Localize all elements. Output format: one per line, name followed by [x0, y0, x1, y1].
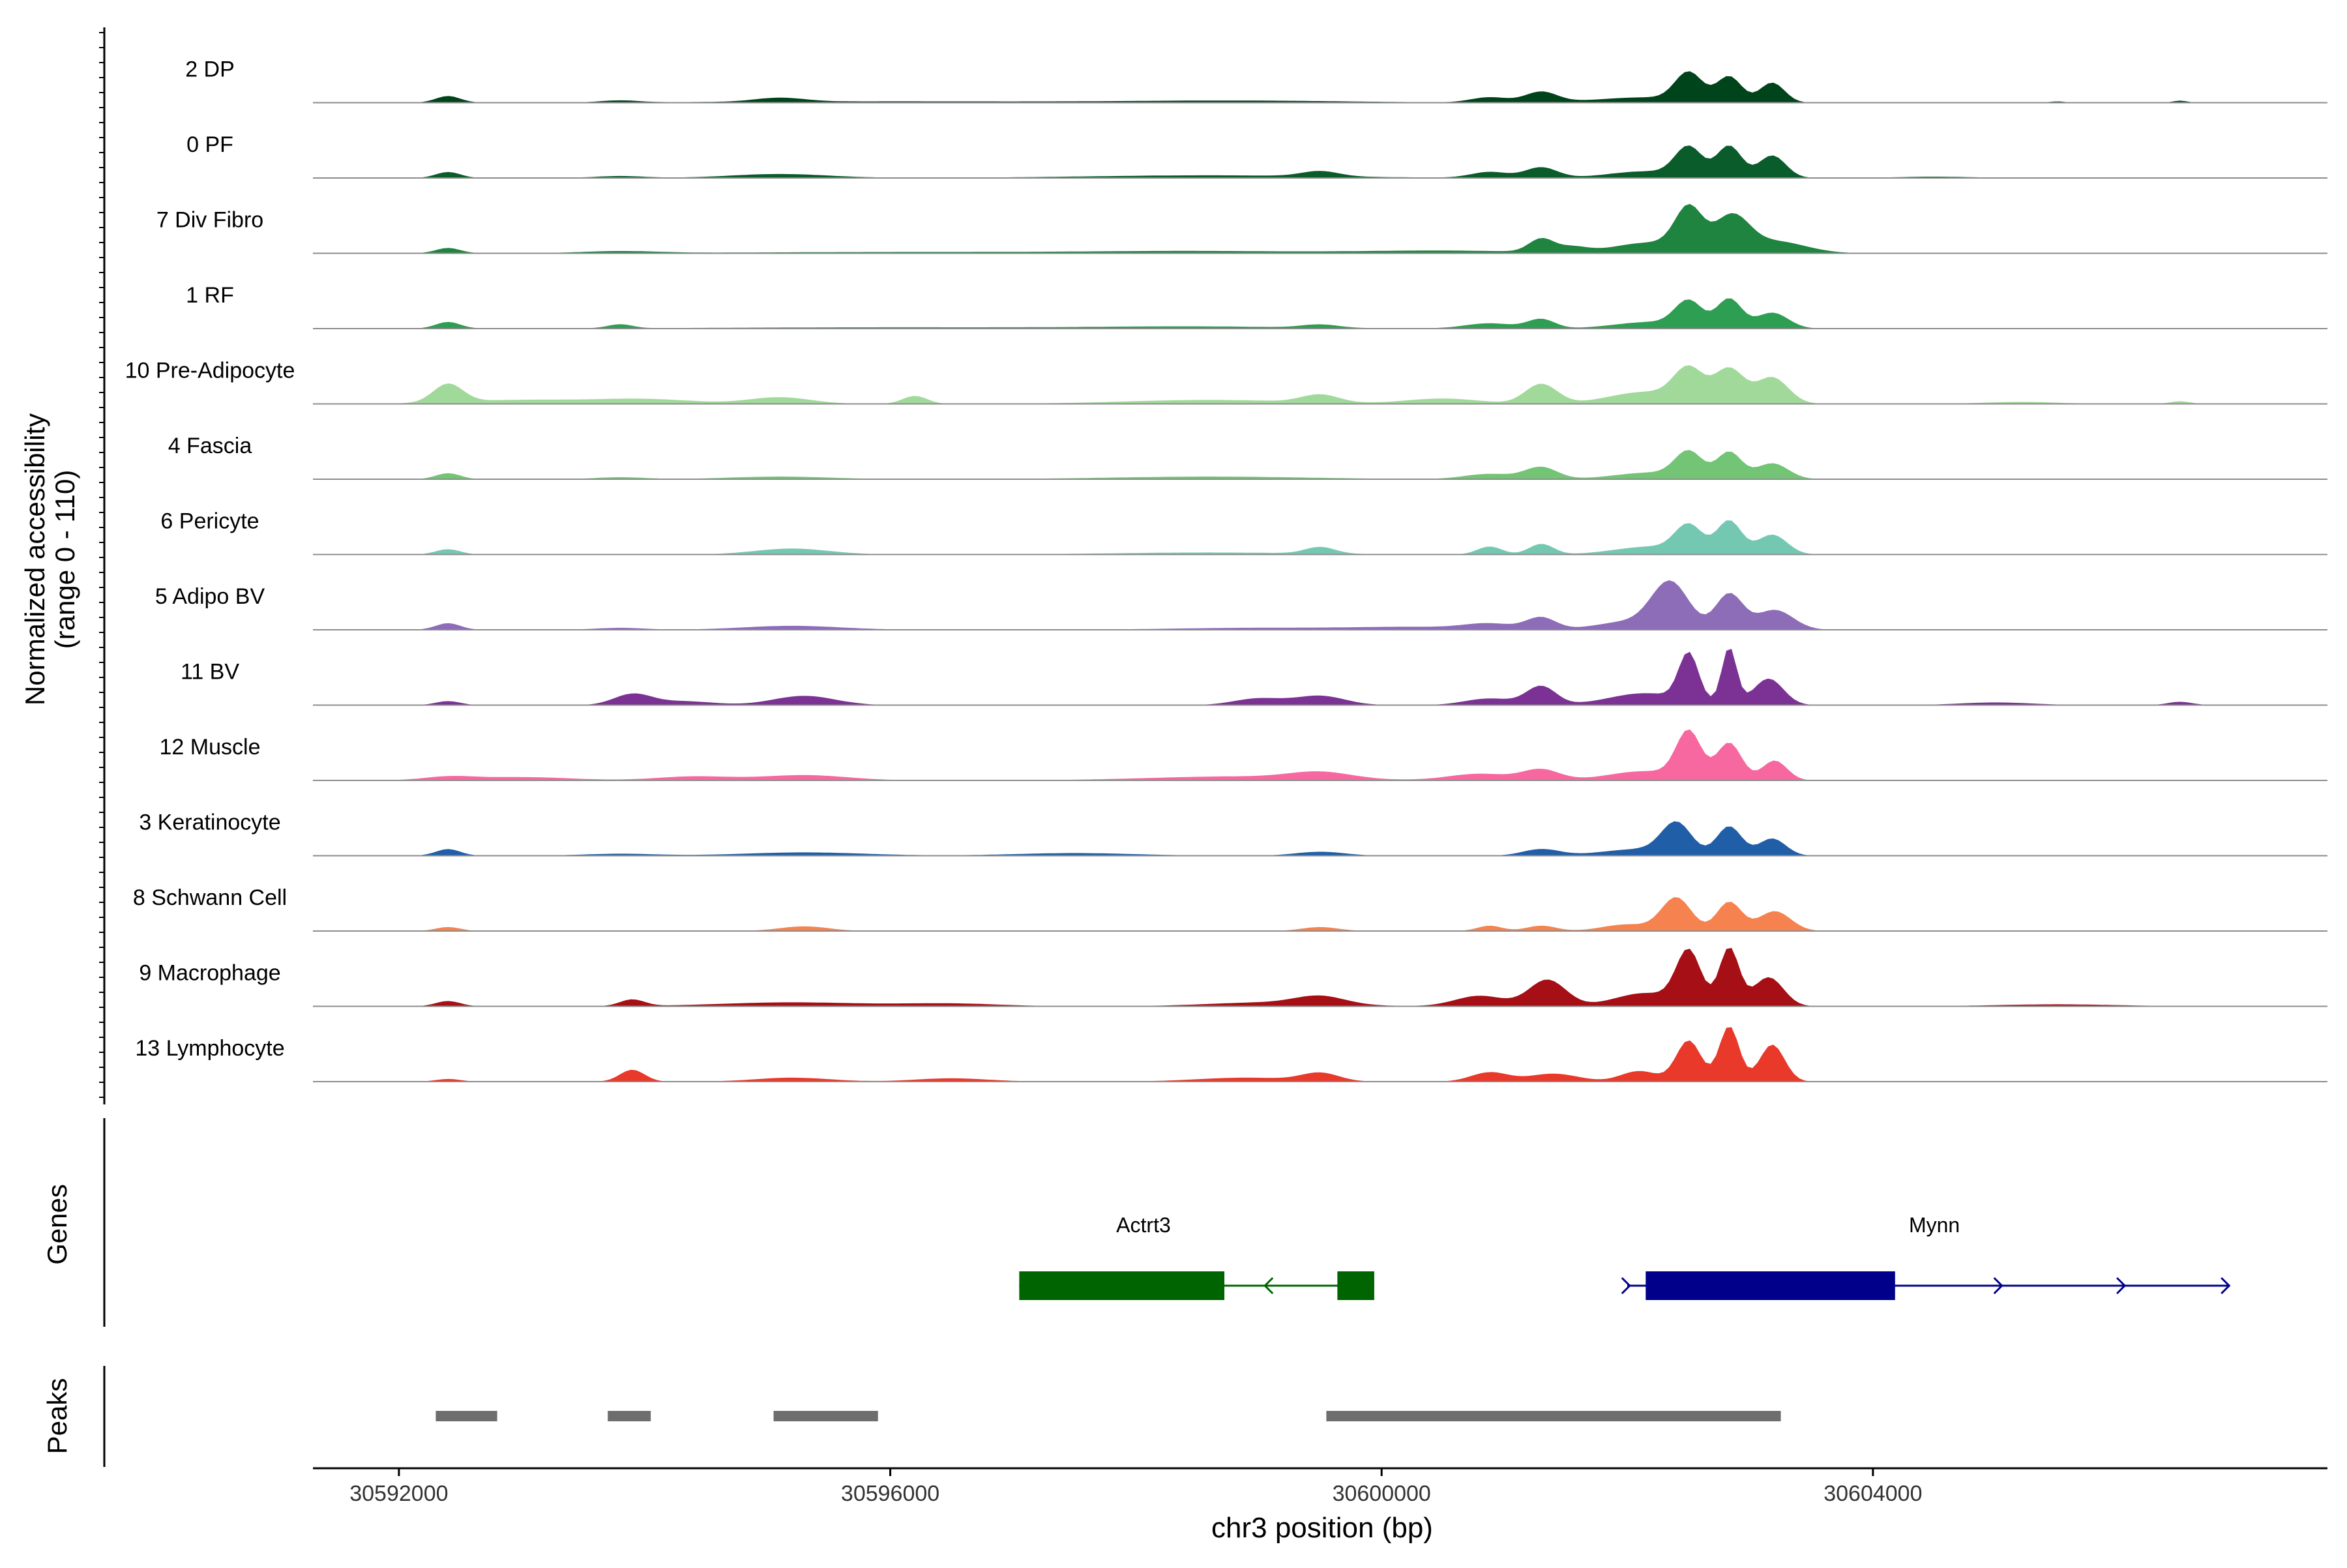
track-8-schwann-cell: 8 Schwann Cell	[133, 885, 2327, 932]
coverage-area	[313, 365, 2327, 404]
track-label: 12 Muscle	[160, 735, 261, 760]
track-label: 3 Keratinocyte	[139, 810, 280, 835]
track-label: 13 Lymphocyte	[135, 1036, 284, 1061]
x-tick-label: 30592000	[349, 1481, 448, 1506]
track-label: 10 Pre-Adipocyte	[125, 359, 295, 383]
track-0-pf: 0 PF	[186, 132, 2327, 179]
track-label: 2 DP	[185, 57, 235, 82]
gene-label: Mynn	[1909, 1213, 1960, 1237]
coverage-area	[313, 71, 2327, 103]
y-axis	[99, 27, 106, 1104]
track-label: 11 BV	[181, 660, 239, 685]
x-tick-label: 30604000	[1823, 1481, 1922, 1506]
strand-arrow	[2116, 1277, 2127, 1295]
track-11-bv: 11 BV	[181, 649, 2327, 706]
track-5-adipo-bv: 5 Adipo BV	[155, 580, 2327, 630]
genes-track-label: Genes	[42, 1184, 72, 1265]
track-2-dp: 2 DP	[185, 57, 2327, 104]
gene-exon	[1646, 1271, 1895, 1300]
track-1-rf: 1 RF	[186, 283, 2327, 329]
track-label: 1 RF	[186, 283, 234, 308]
coverage-area	[313, 1027, 2327, 1082]
strand-arrow	[1621, 1277, 1631, 1295]
coverage-area	[313, 947, 2327, 1007]
track-label: 8 Schwann Cell	[133, 885, 287, 910]
coverage-tracks: 2 DP 0 PF 7 Div Fibro 1 RF 10 Pre-Adipocyte 4…	[99, 27, 2327, 1104]
x-axis-label: chr3 position (bp)	[1211, 1512, 1433, 1544]
coverage-area	[313, 520, 2327, 555]
track-label: 4 Fascia	[168, 434, 252, 458]
coverage-area	[313, 145, 2327, 178]
gene-exon	[1337, 1271, 1374, 1300]
peaks-track	[103, 1366, 1781, 1467]
peak-region	[608, 1411, 651, 1421]
y-axis-label-range: (range 0 - 110)	[50, 470, 80, 649]
peaks-track-label: Peaks	[42, 1378, 72, 1455]
track-10-pre-adipocyte: 10 Pre-Adipocyte	[125, 359, 2327, 405]
track-label: 9 Macrophage	[139, 961, 280, 986]
coverage-area	[313, 821, 2327, 856]
strand-arrow	[1993, 1277, 2003, 1295]
strand-arrow	[1263, 1277, 1274, 1295]
track-9-macrophage: 9 Macrophage	[139, 947, 2327, 1007]
track-label: 7 Div Fibro	[156, 208, 263, 233]
track-label: 6 Pericyte	[160, 509, 259, 534]
y-axis-label: Normalized accessibility	[20, 413, 50, 705]
coverage-area	[313, 298, 2327, 329]
x-axis: 30592000 30596000 30600000 30604000	[313, 1467, 2327, 1506]
track-3-keratinocyte: 3 Keratinocyte	[139, 810, 2327, 857]
coverage-area	[313, 203, 2327, 254]
track-label: 0 PF	[186, 132, 233, 157]
gene-mynn: Mynn	[1621, 1213, 2231, 1300]
gene-actrt3: Actrt3	[1019, 1213, 1374, 1300]
gene-annotation-track: Actrt3 Mynn	[103, 1118, 2231, 1327]
coverage-area	[313, 649, 2327, 705]
peak-region	[435, 1411, 497, 1421]
track-13-lymphocyte: 13 Lymphocyte	[135, 1027, 2327, 1082]
x-tick-label: 30596000	[841, 1481, 939, 1506]
peak-region	[773, 1411, 878, 1421]
track-7-div-fibro: 7 Div Fibro	[156, 203, 2327, 254]
coverage-area	[313, 450, 2327, 479]
track-12-muscle: 12 Muscle	[160, 729, 2327, 781]
gene-label: Actrt3	[1116, 1213, 1171, 1237]
peak-region	[1326, 1411, 1781, 1421]
track-label: 5 Adipo BV	[155, 584, 265, 609]
coverage-area	[313, 897, 2327, 931]
strand-arrow	[2221, 1277, 2231, 1295]
track-6-pericyte: 6 Pericyte	[160, 509, 2327, 555]
track-4-fascia: 4 Fascia	[168, 434, 2327, 480]
coverage-area	[313, 580, 2327, 630]
gene-exon	[1019, 1271, 1225, 1300]
x-tick-label: 30600000	[1333, 1481, 1431, 1506]
coverage-area	[313, 729, 2327, 780]
